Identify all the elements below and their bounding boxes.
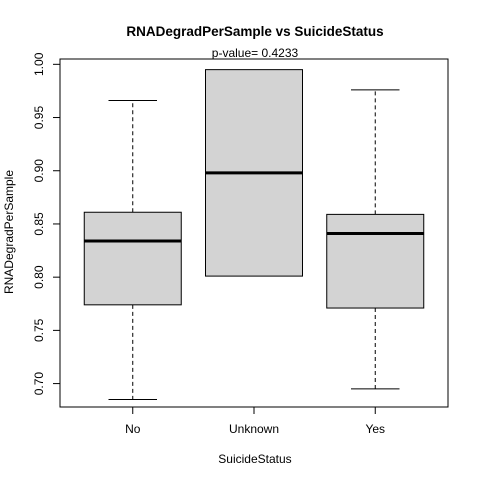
y-tick-label: 0.95 bbox=[32, 106, 46, 130]
x-tick-label: Unknown bbox=[229, 422, 279, 436]
y-tick-label: 0.85 bbox=[32, 212, 46, 236]
box-yes bbox=[327, 214, 424, 308]
x-tick-label: Yes bbox=[365, 422, 385, 436]
y-axis-label: RNADegradPerSample bbox=[2, 170, 16, 294]
chart-subtitle: p-value= 0.4233 bbox=[212, 46, 299, 60]
y-tick-label: 0.80 bbox=[32, 265, 46, 289]
x-axis-label: SuicideStatus bbox=[218, 452, 291, 466]
y-tick-label: 0.75 bbox=[32, 318, 46, 342]
plot-area: 0.70 0.75 0.80 0.85 0.90 0.95 1.00 No Unknown Yes bbox=[32, 52, 448, 436]
x-tick-label: No bbox=[125, 422, 141, 436]
box-no bbox=[84, 212, 181, 305]
y-tick-label: 1.00 bbox=[32, 52, 46, 76]
y-tick-label: 0.70 bbox=[32, 372, 46, 396]
y-tick-label: 0.90 bbox=[32, 159, 46, 183]
chart-title: RNADegradPerSample vs SuicideStatus bbox=[126, 24, 383, 39]
